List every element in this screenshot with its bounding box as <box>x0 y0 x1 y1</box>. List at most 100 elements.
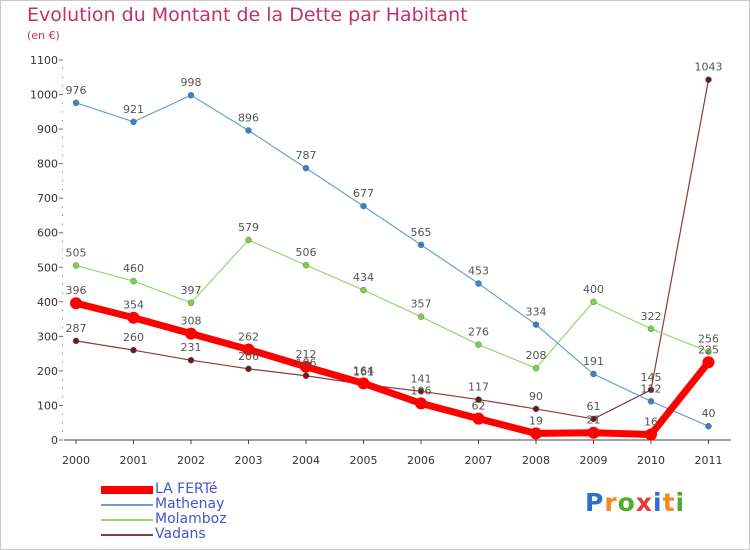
data-label: 225 <box>698 343 719 356</box>
data-point <box>705 76 712 83</box>
x-tick-label: 2010 <box>637 454 665 467</box>
series-line-3 <box>75 79 710 420</box>
data-label: 90 <box>529 390 543 403</box>
data-label: 998 <box>181 76 202 89</box>
legend-label: Molamboz <box>155 511 227 527</box>
legend-swatch <box>101 504 153 506</box>
data-label: 453 <box>468 265 489 278</box>
data-label: 145 <box>641 371 662 384</box>
data-point <box>360 202 367 210</box>
data-label: 896 <box>238 111 259 124</box>
data-point <box>417 241 425 249</box>
data-point <box>647 325 655 332</box>
data-point <box>187 92 195 99</box>
data-label: 40 <box>702 407 716 420</box>
data-label: 357 <box>411 298 432 311</box>
data-point <box>415 397 427 410</box>
data-point <box>302 262 310 269</box>
data-label: 921 <box>123 103 144 116</box>
data-label: 1043 <box>695 61 723 74</box>
legend-label: LA FERTé <box>155 481 218 497</box>
x-tick-label: 2005 <box>350 454 378 467</box>
logo-letter: r <box>604 488 618 517</box>
data-point <box>245 127 252 134</box>
data-point <box>130 118 137 126</box>
x-tick-label: 2011 <box>695 454 723 467</box>
y-tick-label: 600 <box>37 227 58 240</box>
x-tick-label: 2008 <box>522 454 550 467</box>
data-point <box>532 321 540 328</box>
y-tick-label: 100 <box>37 399 58 412</box>
data-label: 16 <box>644 415 658 428</box>
data-point <box>705 348 712 355</box>
data-label: 231 <box>181 341 202 354</box>
data-label: 212 <box>296 348 317 361</box>
data-label: 287 <box>66 322 87 335</box>
data-point <box>417 388 425 395</box>
data-label: 260 <box>123 331 144 344</box>
data-label: 506 <box>296 246 317 259</box>
data-label: 21 <box>587 414 601 427</box>
data-point <box>302 164 310 172</box>
data-label: 191 <box>583 355 604 368</box>
data-point <box>705 422 712 430</box>
logo-letter: o <box>617 488 636 517</box>
data-point <box>532 405 540 413</box>
data-label: 61 <box>587 400 601 413</box>
data-point <box>245 236 252 244</box>
series-line-2 <box>75 239 710 369</box>
y-tick-label: 700 <box>37 192 58 205</box>
data-point <box>127 311 140 324</box>
data-label: 354 <box>123 299 144 312</box>
chart-unit-label: (en €) <box>27 29 60 42</box>
data-point <box>300 360 312 373</box>
data-label: 208 <box>526 349 547 362</box>
x-tick-label: 2001 <box>120 454 148 467</box>
y-tick-label: 800 <box>37 158 58 171</box>
data-label: 276 <box>468 326 489 339</box>
x-tick-label: 2000 <box>62 454 90 467</box>
data-point <box>590 298 597 306</box>
y-tick-label: 400 <box>37 296 58 309</box>
data-point <box>647 386 655 394</box>
data-point <box>645 428 657 441</box>
data-label: 787 <box>296 149 317 162</box>
chart-axes: 0 100 200 300 400 500 600 700 800 900 1000 1100 2000… <box>30 54 731 467</box>
data-point <box>417 313 425 320</box>
x-tick-label: 2007 <box>465 454 493 467</box>
proxiti-logo: Proxiti <box>585 488 685 517</box>
y-tick-label: 900 <box>37 123 58 136</box>
data-label: 112 <box>641 382 662 395</box>
data-point <box>360 286 367 294</box>
x-tick-label: 2009 <box>580 454 608 467</box>
data-label: 434 <box>353 271 374 284</box>
data-point <box>475 280 482 287</box>
data-point <box>475 396 482 403</box>
x-tick-label: 2002 <box>177 454 205 467</box>
logo-letter: i <box>675 488 686 517</box>
data-point <box>245 365 252 373</box>
data-point <box>72 337 80 345</box>
data-point <box>72 262 80 269</box>
data-label: 117 <box>468 381 489 394</box>
data-point <box>242 343 255 356</box>
data-label: 976 <box>66 84 87 97</box>
data-label: 397 <box>181 284 202 297</box>
data-label: 256 <box>698 333 719 346</box>
y-tick-label: 200 <box>37 365 58 378</box>
chart-data-labels: 396 354 308 262 212 164 106 62 19 21 16 225 976 921 99… <box>66 61 723 429</box>
data-point <box>185 327 197 340</box>
data-point <box>302 372 310 379</box>
x-tick-label: 2006 <box>407 454 435 467</box>
data-label: 206 <box>238 350 259 363</box>
data-point <box>532 364 540 372</box>
data-point <box>530 427 542 440</box>
series-line-0 <box>72 299 712 438</box>
data-label: 396 <box>66 284 87 297</box>
data-point <box>130 277 137 285</box>
y-tick-label: 1100 <box>30 54 58 67</box>
logo-letter: P <box>585 488 605 517</box>
y-tick-label: 300 <box>37 330 58 343</box>
